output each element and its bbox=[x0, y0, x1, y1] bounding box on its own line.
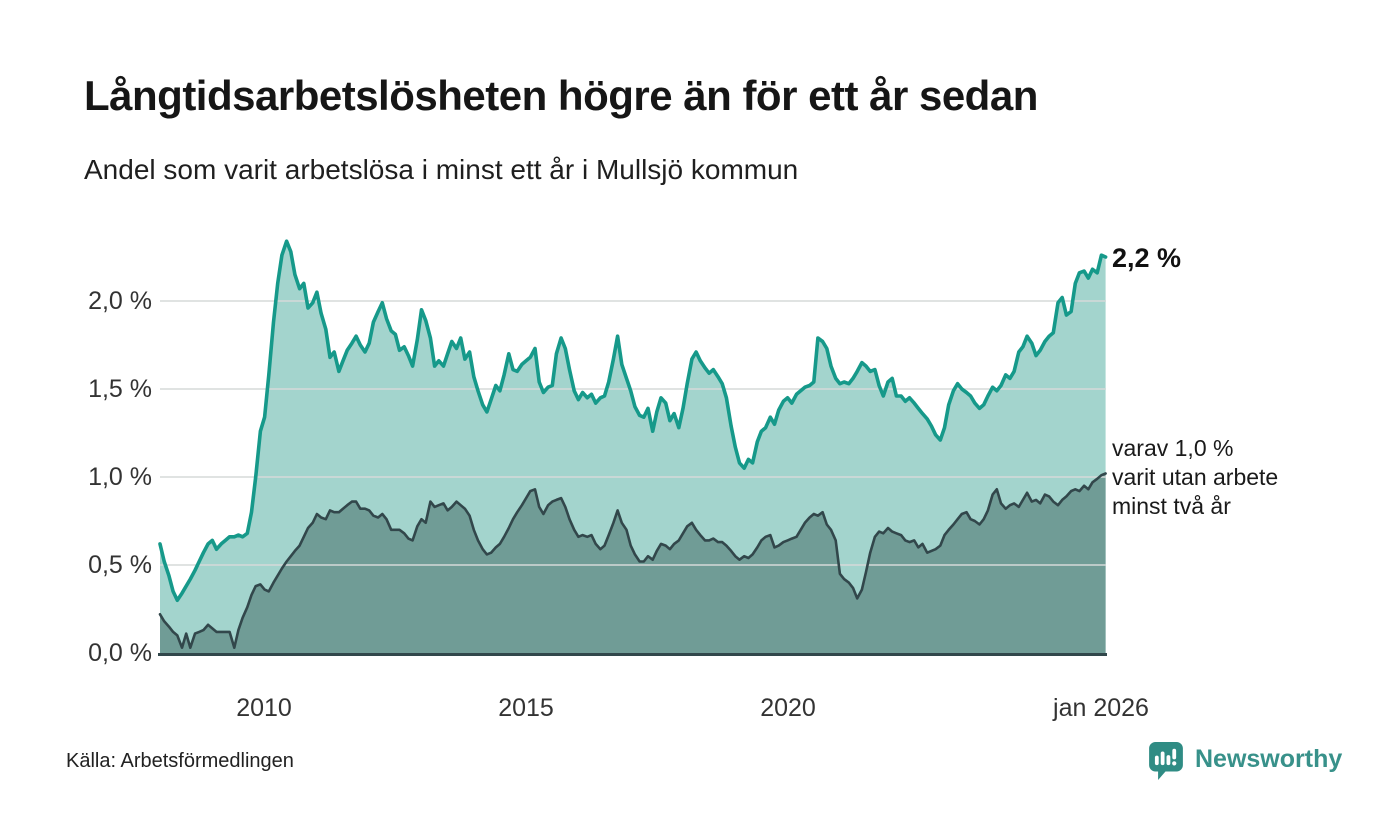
breakdown-line: varav 1,0 % bbox=[1112, 435, 1234, 461]
x-tick-label: 2015 bbox=[498, 694, 554, 722]
y-tick-label: 0,5 % bbox=[88, 551, 152, 579]
breakdown-line: varit utan arbete bbox=[1112, 464, 1279, 490]
line-total bbox=[158, 239, 1108, 602]
latest-value-annotation: 2,2 % bbox=[1112, 243, 1182, 273]
y-tick-label: 1,0 % bbox=[88, 463, 152, 491]
x-tick-label: jan 2026 bbox=[1053, 694, 1149, 722]
area-twoyear-fill bbox=[160, 473, 1106, 653]
breakdown-line: minst två år bbox=[1112, 493, 1231, 519]
source-attribution: Källa: Arbetsförmedlingen bbox=[66, 750, 294, 772]
x-tick-label: 2020 bbox=[760, 694, 816, 722]
brand-wordmark: Newsworthy bbox=[1195, 744, 1343, 773]
page-title: Långtidsarbetslösheten högre än för ett … bbox=[84, 72, 1038, 119]
y-tick-label: 0,0 % bbox=[88, 639, 152, 667]
y-tick-label: 2,0 % bbox=[88, 287, 152, 315]
page-subtitle: Andel som varit arbetslösa i minst ett å… bbox=[84, 154, 799, 185]
line-twoyear bbox=[158, 472, 1107, 649]
y-tick-label: 1,5 % bbox=[88, 375, 152, 403]
brand-logo: Newsworthy bbox=[1147, 740, 1342, 784]
breakdown-annotation: varav 1,0 % varit utan arbete minst två … bbox=[1112, 434, 1278, 521]
newsworthy-bubble-icon bbox=[1149, 741, 1183, 780]
x-tick-label: 2010 bbox=[236, 694, 292, 722]
